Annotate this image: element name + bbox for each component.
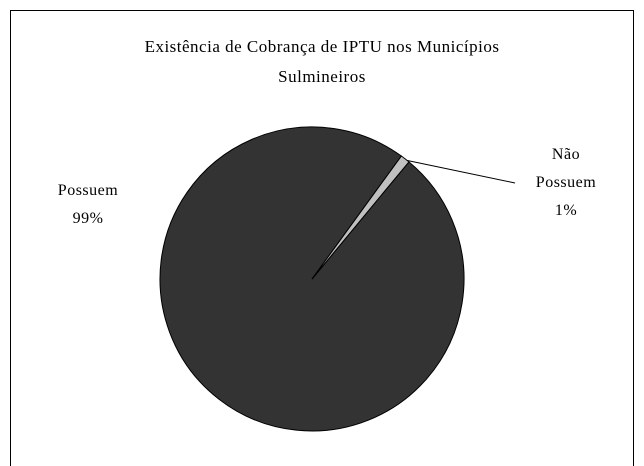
chart-title: Existência de Cobrança de IPTU nos Munic…: [144, 37, 500, 86]
data-label: Possuem 99%: [50, 177, 126, 233]
category-label: Possuem: [57, 182, 119, 199]
pie-slice: [311, 155, 410, 280]
frame: [10, 10, 634, 466]
value-label: 99%: [72, 210, 104, 227]
category-label: Não Possuem: [535, 146, 597, 191]
data-label: Não Possuem 1%: [528, 141, 604, 225]
leader-line: [404, 159, 516, 184]
value-label: 1%: [554, 202, 578, 219]
